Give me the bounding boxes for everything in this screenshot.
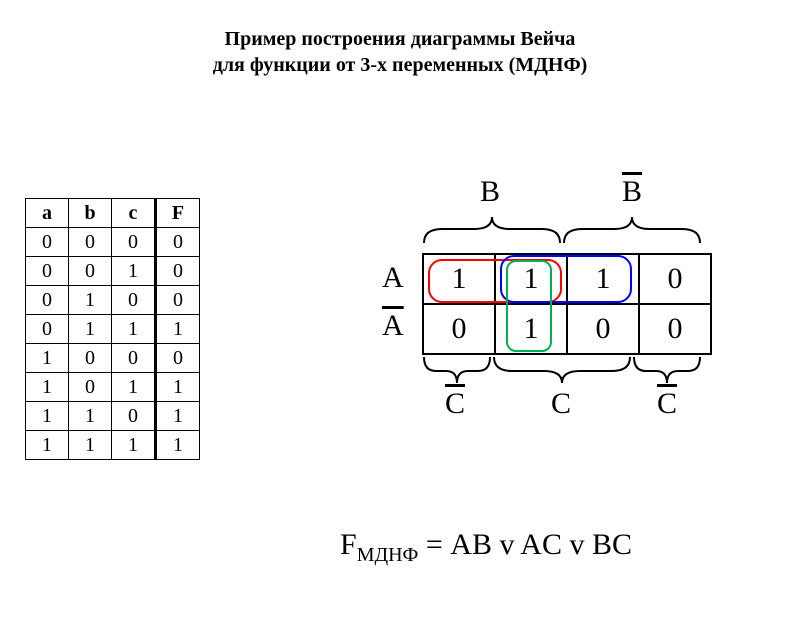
veitch-cell: 0 bbox=[639, 304, 711, 354]
table-row: 0111 bbox=[26, 315, 200, 344]
table-row: 0000 bbox=[26, 228, 200, 257]
col-header-c: c bbox=[112, 199, 156, 228]
brace-C-icon bbox=[492, 355, 632, 385]
col-header-a: a bbox=[26, 199, 69, 228]
veitch-row: 0 1 0 0 bbox=[423, 304, 711, 354]
table-row: 1111 bbox=[26, 431, 200, 460]
brace-Bbar-icon bbox=[562, 215, 702, 245]
brace-Cbar-right-icon bbox=[632, 355, 702, 385]
row-label-A: A bbox=[382, 261, 404, 295]
table-row: 1000 bbox=[26, 344, 200, 373]
formula-rhs: AB v AC v BC bbox=[450, 528, 632, 561]
formula-eq: = bbox=[418, 528, 450, 561]
table-header-row: a b c F bbox=[26, 199, 200, 228]
content-area: a b c F 0000 0010 0100 0111 1000 1011 11… bbox=[0, 78, 800, 558]
veitch-cell: 0 bbox=[639, 254, 711, 304]
col-label-Cbar-right: C bbox=[652, 387, 682, 421]
page-title: Пример построения диаграммы Вейча для фу… bbox=[0, 26, 800, 78]
table-row: 1011 bbox=[26, 373, 200, 402]
brace-B-icon bbox=[422, 215, 562, 245]
title-line-2: для функции от 3-х переменных (МДНФ) bbox=[213, 54, 588, 76]
formula-F: F bbox=[340, 528, 357, 561]
col-label-Bbar: B bbox=[612, 175, 652, 209]
group-BC bbox=[506, 260, 552, 352]
veitch-diagram: B B A A 1 1 1 0 0 1 0 0 bbox=[340, 183, 770, 463]
formula: FМДНФ = AB v AC v BC bbox=[340, 528, 632, 567]
col-header-b: b bbox=[69, 199, 112, 228]
col-label-Cbar-left: C bbox=[440, 387, 470, 421]
col-header-F: F bbox=[156, 199, 200, 228]
formula-sub: МДНФ bbox=[357, 544, 419, 566]
col-label-B: B bbox=[470, 175, 510, 209]
truth-table: a b c F 0000 0010 0100 0111 1000 1011 11… bbox=[25, 198, 200, 460]
table-row: 0010 bbox=[26, 257, 200, 286]
table-row: 0100 bbox=[26, 286, 200, 315]
col-label-C: C bbox=[546, 387, 576, 421]
veitch-cell: 0 bbox=[423, 304, 495, 354]
table-row: 1101 bbox=[26, 402, 200, 431]
veitch-cell: 0 bbox=[567, 304, 639, 354]
title-line-1: Пример построения диаграммы Вейча bbox=[225, 28, 576, 50]
row-label-Abar: A bbox=[382, 309, 404, 343]
brace-Cbar-left-icon bbox=[422, 355, 492, 385]
